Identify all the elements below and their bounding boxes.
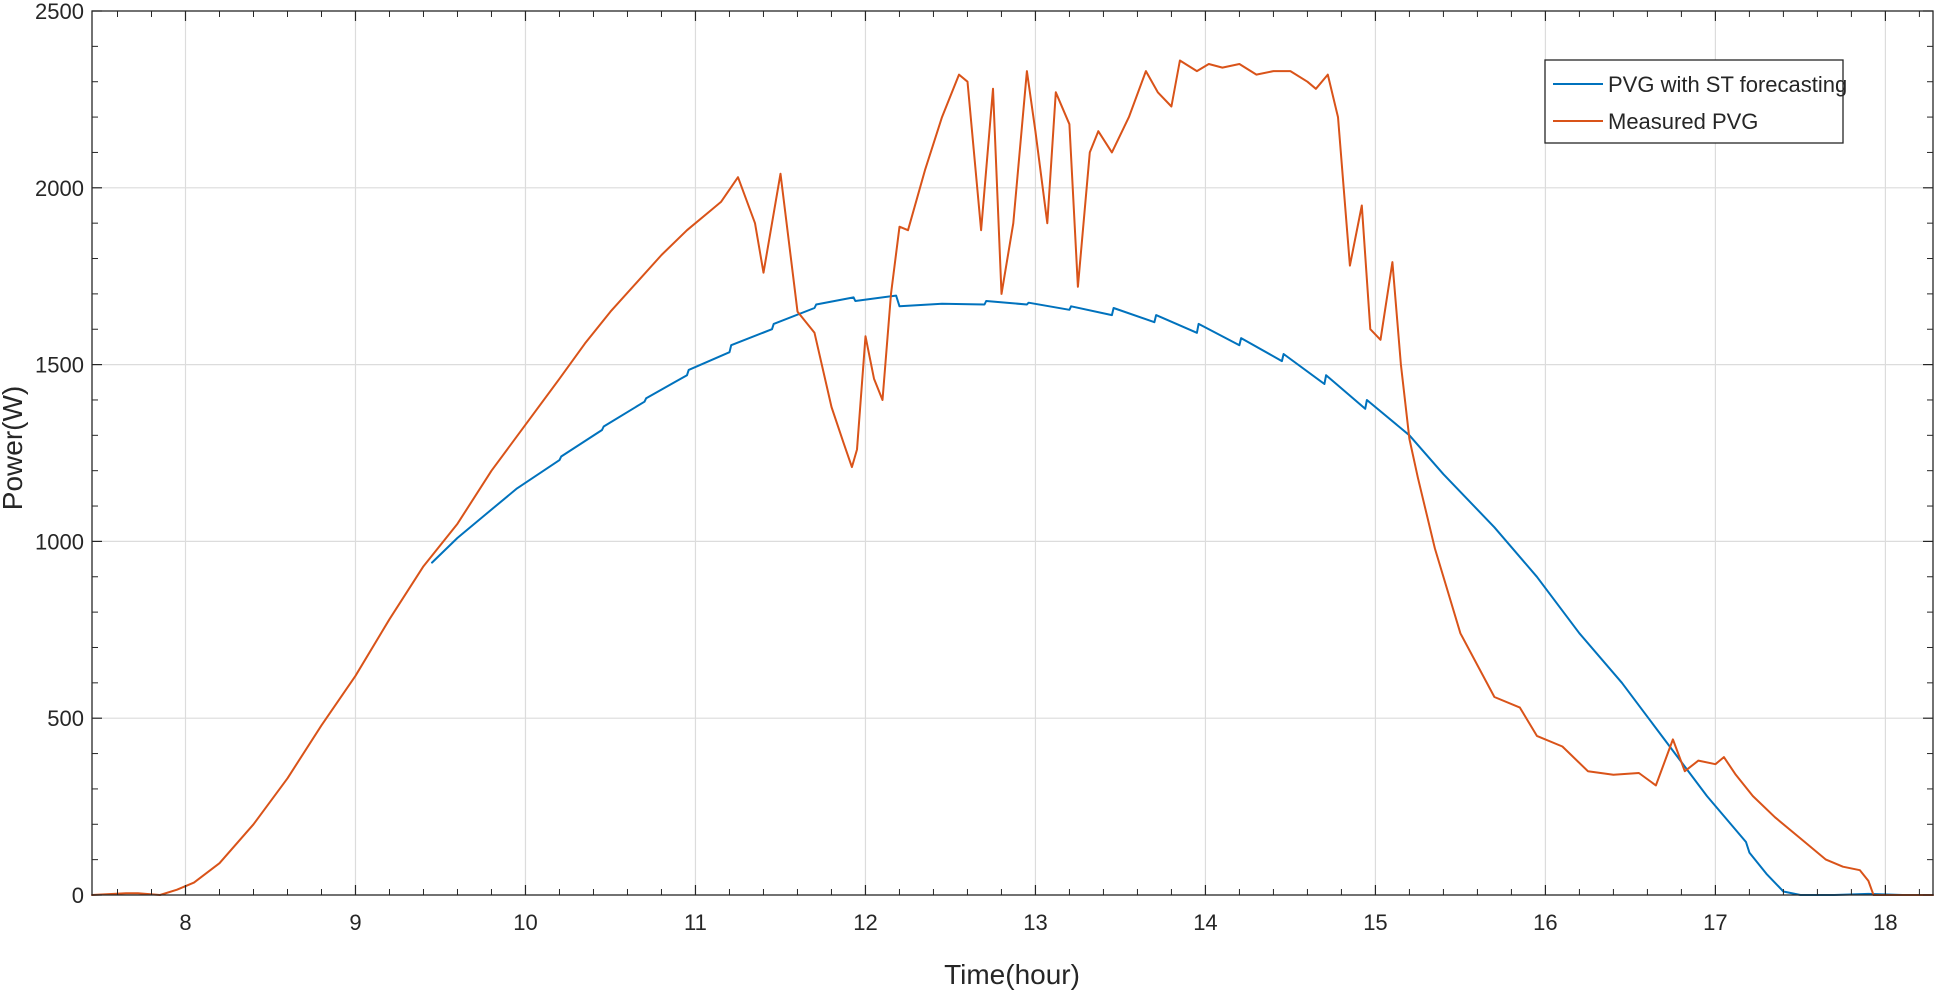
x-tick-label: 9	[349, 910, 361, 935]
x-tick-label: 15	[1363, 910, 1387, 935]
x-tick-label: 14	[1193, 910, 1217, 935]
series-line-measured	[91, 59, 1934, 896]
plot-frame	[91, 10, 1934, 896]
y-tick-label: 1500	[35, 353, 84, 378]
x-tick-label: 17	[1703, 910, 1727, 935]
x-tick-label: 8	[179, 910, 191, 935]
x-tick-label: 18	[1873, 910, 1897, 935]
x-tick-label: 13	[1023, 910, 1047, 935]
legend: PVG with ST forecasting Measured PVG	[1544, 59, 1847, 144]
series-lines	[91, 59, 1934, 896]
x-tick-label: 12	[853, 910, 877, 935]
y-axis-title: Power(W)	[0, 386, 28, 510]
axis-ticks	[92, 10, 1933, 896]
y-tick-label: 0	[72, 883, 84, 908]
legend-label-forecast: PVG with ST forecasting	[1608, 72, 1847, 97]
x-tick-label: 16	[1533, 910, 1557, 935]
series-line-forecast	[431, 294, 1934, 896]
x-tick-label: 10	[513, 910, 537, 935]
y-tick-label: 500	[47, 706, 84, 731]
y-tick-label: 1000	[35, 529, 84, 554]
y-tick-label: 2500	[35, 0, 84, 24]
legend-label-measured: Measured PVG	[1608, 109, 1758, 134]
legend-box	[1544, 59, 1844, 144]
grid-lines	[92, 11, 1933, 895]
x-axis-title: Time(hour)	[944, 959, 1080, 990]
y-tick-label: 2000	[35, 176, 84, 201]
x-tick-label: 11	[684, 910, 707, 935]
tick-labels: 8 9 10 11 12 13 14 15 16 17 18 0 500 1000 1500 2000 2500	[35, 0, 1898, 935]
